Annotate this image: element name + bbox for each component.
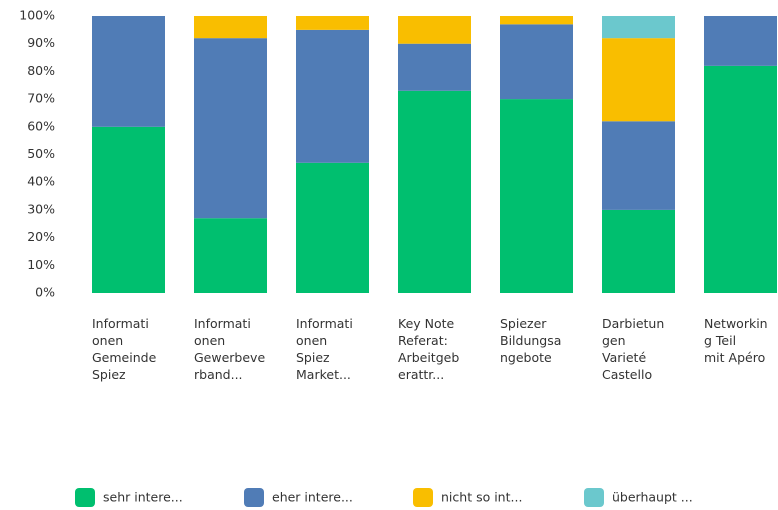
- legend-swatch: [584, 488, 604, 507]
- y-tick-label: 100%: [19, 8, 55, 23]
- x-tick-label-line: Informati: [194, 316, 251, 331]
- legend-label: überhaupt ...: [612, 490, 693, 505]
- legend-swatch: [413, 488, 433, 507]
- y-tick-label: 70%: [27, 91, 55, 106]
- x-tick-label-line: rband...: [194, 367, 243, 382]
- legend-label: eher intere...: [272, 490, 353, 505]
- x-tick-label-line: onen: [296, 333, 327, 348]
- bar-segment: [194, 38, 267, 219]
- x-tick-label-line: mit Apéro: [704, 350, 765, 365]
- x-tick-label-line: ngebote: [500, 350, 552, 365]
- x-tick-label: Darbietun gen Varieté Castello: [602, 316, 664, 382]
- bar-segment: [296, 29, 369, 163]
- y-tick-label: 40%: [27, 174, 55, 189]
- y-tick-label: 50%: [27, 146, 55, 161]
- bar-segment: [194, 16, 267, 39]
- bar-segment: [92, 16, 165, 127]
- x-tick-label: Informati onen Gewerbeve rband...: [194, 316, 265, 382]
- bar-segment: [602, 121, 675, 210]
- legend-label: sehr intere...: [103, 490, 183, 505]
- x-tick-label-line: Spiez: [92, 367, 126, 382]
- x-tick-label-line: Castello: [602, 367, 652, 382]
- x-tick-label-line: onen: [92, 333, 123, 348]
- x-tick-label-line: Key Note: [398, 316, 455, 331]
- legend-swatch: [75, 488, 95, 507]
- y-tick-label: 60%: [27, 118, 55, 133]
- x-tick-label: Informati onen Gemeinde Spiez: [92, 316, 157, 382]
- x-tick-label-line: Informati: [296, 316, 353, 331]
- x-tick-label-line: erattr...: [398, 367, 444, 382]
- x-tick-label: Key Note Referat: Arbeitgeb erattr...: [398, 316, 459, 382]
- bar-segment: [398, 16, 471, 44]
- x-tick-label-line: Networkin: [704, 316, 768, 331]
- bar-segment: [296, 162, 369, 293]
- bar-segment: [704, 65, 777, 293]
- bar-segment: [296, 16, 369, 30]
- y-tick-label: 10%: [27, 257, 55, 272]
- x-tick-label: Networkin g Teil mit Apéro: [704, 316, 768, 365]
- x-tick-label-line: g Teil: [704, 333, 736, 348]
- x-tick-label-line: Gewerbeve: [194, 350, 265, 365]
- x-tick-label-line: onen: [194, 333, 225, 348]
- x-tick-label-line: Bildungsa: [500, 333, 561, 348]
- x-tick-label-line: Arbeitgeb: [398, 350, 459, 365]
- legend-swatch: [244, 488, 264, 507]
- x-tick-label: Spiezer Bildungsa ngebote: [500, 316, 561, 365]
- y-tick-label: 90%: [27, 35, 55, 50]
- bar-segment: [500, 99, 573, 293]
- y-tick-label: 20%: [27, 229, 55, 244]
- x-tick-label-line: gen: [602, 333, 626, 348]
- x-tick-label-line: Spiez: [296, 350, 330, 365]
- x-tick-label-line: Darbietun: [602, 316, 664, 331]
- y-tick-label: 80%: [27, 63, 55, 78]
- x-tick-label-line: Market...: [296, 367, 351, 382]
- x-tick-label-line: Varieté: [602, 350, 646, 365]
- bar-segment: [500, 16, 573, 25]
- bar-segment: [398, 43, 471, 91]
- bar-segment: [704, 16, 777, 66]
- legend-label: nicht so int...: [441, 490, 522, 505]
- x-tick-label-line: Spiezer: [500, 316, 547, 331]
- x-tick-label-line: Gemeinde: [92, 350, 157, 365]
- bar-segment: [92, 126, 165, 293]
- y-tick-label: 30%: [27, 201, 55, 216]
- x-tick-label-line: Informati: [92, 316, 149, 331]
- bar-segment: [398, 90, 471, 293]
- bar-segment: [602, 16, 675, 39]
- bar-segment: [500, 24, 573, 100]
- y-tick-label: 0%: [35, 285, 55, 300]
- bar-segment: [602, 209, 675, 293]
- bar-segment: [602, 38, 675, 122]
- x-tick-label-line: Referat:: [398, 333, 448, 348]
- bar-segment: [194, 218, 267, 293]
- x-tick-label: Informati onen Spiez Market...: [296, 316, 353, 382]
